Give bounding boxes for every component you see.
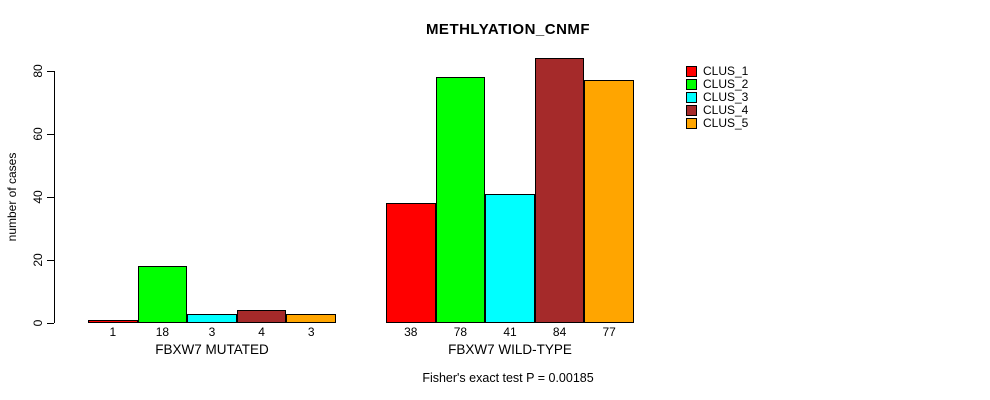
bar-value-clus-1-fbxw7-wild-type: 38 — [404, 325, 418, 339]
y-tick-label-80: 80 — [31, 64, 45, 78]
y-axis-label: number of cases — [5, 152, 19, 242]
bar-value-clus-3-fbxw7-wild-type: 41 — [503, 325, 517, 339]
legend-item-clus-5: CLUS_5 — [686, 117, 748, 130]
legend-item-clus-2: CLUS_2 — [686, 78, 748, 91]
y-tick-mark-20 — [47, 260, 54, 261]
stat-test-caption: Fisher's exact test P = 0.00185 — [422, 371, 594, 385]
bar-clus-5-fbxw7-mutated — [286, 313, 336, 323]
bar-value-clus-3-fbxw7-mutated: 3 — [208, 325, 216, 339]
bar-value-clus-2-fbxw7-mutated: 18 — [155, 325, 170, 339]
legend-label-clus-1: CLUS_1 — [703, 64, 749, 78]
legend-label-clus-2: CLUS_2 — [703, 77, 749, 91]
y-tick-label-20: 20 — [31, 253, 45, 267]
bar-clus-3-fbxw7-mutated — [187, 313, 237, 323]
y-tick-mark-80 — [47, 71, 54, 72]
y-tick-label-60: 60 — [31, 127, 45, 141]
legend-swatch-clus-1 — [686, 66, 697, 77]
legend-label-clus-5: CLUS_5 — [703, 116, 749, 130]
bar-value-clus-4-fbxw7-mutated: 4 — [258, 325, 265, 339]
group-label-fbxw7-wild-type: FBXW7 WILD-TYPE — [448, 342, 572, 357]
legend-item-clus-3: CLUS_3 — [686, 91, 748, 104]
bar-clus-4-fbxw7-wild-type — [534, 58, 585, 323]
legend-swatch-clus-3 — [686, 92, 697, 103]
group-label-fbxw7-mutated: FBXW7 MUTATED — [155, 342, 269, 357]
legend-item-clus-1: CLUS_1 — [686, 65, 748, 78]
bar-value-clus-1-fbxw7-mutated: 1 — [109, 325, 117, 339]
legend-label-clus-3: CLUS_3 — [703, 90, 749, 104]
y-tick-label-40: 40 — [31, 190, 45, 204]
bar-clus-2-fbxw7-mutated — [137, 266, 188, 323]
bar-value-clus-4-fbxw7-wild-type: 84 — [552, 325, 567, 339]
bar-value-clus-5-fbxw7-mutated: 3 — [307, 325, 315, 339]
y-tick-mark-0 — [47, 323, 54, 324]
legend-label-clus-4: CLUS_4 — [703, 103, 749, 117]
bar-clus-5-fbxw7-wild-type — [584, 80, 634, 323]
y-axis-line — [54, 71, 55, 323]
bar-clus-2-fbxw7-wild-type — [435, 77, 486, 323]
y-tick-mark-40 — [47, 197, 54, 198]
bar-value-clus-2-fbxw7-wild-type: 78 — [453, 325, 468, 339]
bar-clus-4-fbxw7-mutated — [236, 310, 287, 323]
y-tick-mark-60 — [47, 134, 54, 135]
y-tick-label-0: 0 — [31, 319, 45, 327]
legend-swatch-clus-5 — [686, 118, 697, 129]
legend-swatch-clus-2 — [686, 79, 697, 90]
bar-clus-3-fbxw7-wild-type — [485, 193, 535, 323]
bar-value-clus-5-fbxw7-wild-type: 77 — [602, 325, 616, 339]
chart-title: METHLYATION_CNMF — [425, 21, 591, 38]
bar-clus-1-fbxw7-wild-type — [386, 203, 436, 323]
legend-swatch-clus-4 — [686, 105, 697, 116]
legend: CLUS_1 CLUS_2 CLUS_3 CLUS_4 CLUS_5 — [686, 65, 748, 130]
bar-clus-1-fbxw7-mutated — [88, 319, 138, 323]
legend-item-clus-4: CLUS_4 — [686, 104, 748, 117]
